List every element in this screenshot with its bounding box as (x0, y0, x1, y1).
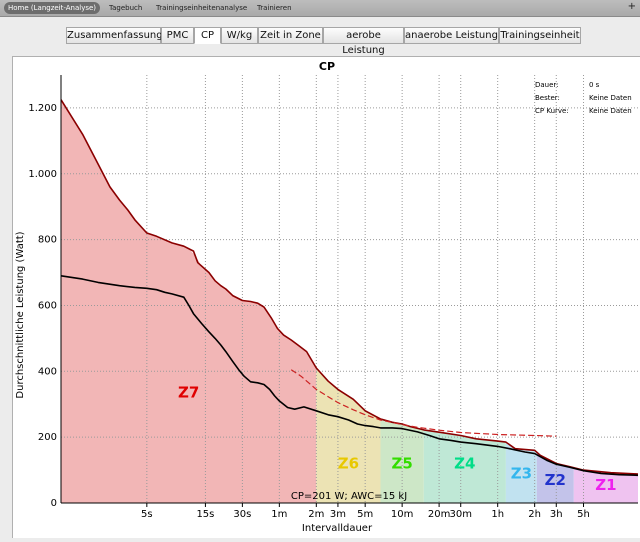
nav-activity-analysis[interactable]: Trainingseinheitenanalyse (156, 4, 248, 12)
x-tick-label: 30m (449, 509, 471, 520)
tab-summary[interactable]: Zusammenfassung (66, 27, 163, 44)
series-line-aktuell (60, 275, 639, 477)
zone-fill-z6 (316, 368, 381, 503)
tab-anaerobic-power[interactable]: anaerobe Leistung (404, 27, 499, 44)
top-navigation-bar: Home (Langzeit-Analyse) Tagebuch Trainin… (0, 0, 640, 17)
y-tick-label: 1.000 (28, 169, 57, 180)
y-tick-label: 1.200 (28, 103, 57, 114)
x-tick-label: 15s (196, 509, 214, 520)
x-tick-label: 5h (577, 509, 590, 520)
add-view-icon[interactable]: + (627, 1, 636, 12)
tab-aerobic-power[interactable]: aerobe Leistung (323, 27, 404, 56)
cp-annotation: CP=201 W; AWC=15 kJ (291, 491, 407, 502)
series-line-cp-modell (290, 369, 557, 437)
tab-cp[interactable]: CP (194, 27, 221, 44)
nav-diary[interactable]: Tagebuch (109, 4, 143, 12)
info-cpkurve-label: CP Kurve: (535, 107, 569, 115)
y-tick-label: 200 (38, 432, 57, 443)
zone-fill-z1 (573, 467, 638, 503)
x-tick-label: 5m (357, 509, 373, 520)
chart-title: CP (319, 60, 335, 73)
y-tick-label: 400 (38, 366, 57, 377)
zone-label-z7: Z7 (178, 384, 199, 402)
info-dauer-label: Dauer: (535, 81, 559, 89)
info-bester-label: Bester: (535, 94, 560, 102)
tab-activity[interactable]: Trainingseinheit (499, 27, 581, 44)
x-tick-label: 3m (330, 509, 346, 520)
zone-label-z6: Z6 (338, 454, 359, 472)
x-tick-label: 3h (550, 509, 563, 520)
x-tick-label: 30s (233, 509, 251, 520)
x-tick-label: 1m (271, 509, 287, 520)
zone-fill-z4 (423, 429, 506, 503)
tab-time-in-zone[interactable]: Zeit in Zone (258, 27, 323, 44)
cp-chart[interactable]: 0 200 400 600 800 1.000 1.200 5s 15s 30s 1m 2m 3m 5m 1… (13, 57, 640, 538)
zone-label-z5: Z5 (391, 454, 412, 472)
nav-train[interactable]: Trainieren (257, 4, 292, 12)
zone-label-z3: Z3 (511, 464, 532, 482)
x-tick-label: 5s (141, 509, 153, 520)
zone-fill-z7 (61, 99, 317, 503)
x-tick-label: 1h (491, 509, 504, 520)
y-tick-label: 600 (38, 300, 57, 311)
x-tick-label: 10m (391, 509, 413, 520)
y-axis-label: Durchschnittliche Leistung (Watt) (15, 231, 26, 398)
tab-wkg[interactable]: W/kg (221, 27, 258, 44)
y-tick-label: 800 (38, 235, 57, 246)
info-bester-value: Keine Daten (589, 94, 632, 102)
x-tick-label: 2h (528, 509, 541, 520)
chart-tabbar: Zusammenfassung PMC CP W/kg Zeit in Zone… (0, 27, 640, 56)
chart-panel: 0 200 400 600 800 1.000 1.200 5s 15s 30s 1m 2m 3m 5m 1… (12, 56, 640, 538)
x-tick-label: 2m (308, 509, 324, 520)
zone-label-z2: Z2 (545, 471, 566, 489)
zone-fill-z3 (505, 442, 537, 503)
zone-label-z4: Z4 (454, 454, 475, 472)
series-line-bester (60, 99, 639, 475)
zone-fill-z5 (380, 419, 424, 503)
x-axis-label: Intervalldauer (302, 523, 373, 534)
info-cpkurve-value: Keine Daten (589, 107, 632, 115)
y-tick-label: 0 (51, 498, 57, 509)
info-dauer-value: 0 s (589, 81, 600, 89)
x-tick-label: 20m (428, 509, 450, 520)
nav-home-analysis[interactable]: Home (Langzeit-Analyse) (4, 2, 101, 14)
zone-fill-z2 (536, 452, 574, 503)
tab-pmc[interactable]: PMC (161, 27, 194, 44)
zone-label-z1: Z1 (595, 476, 616, 494)
